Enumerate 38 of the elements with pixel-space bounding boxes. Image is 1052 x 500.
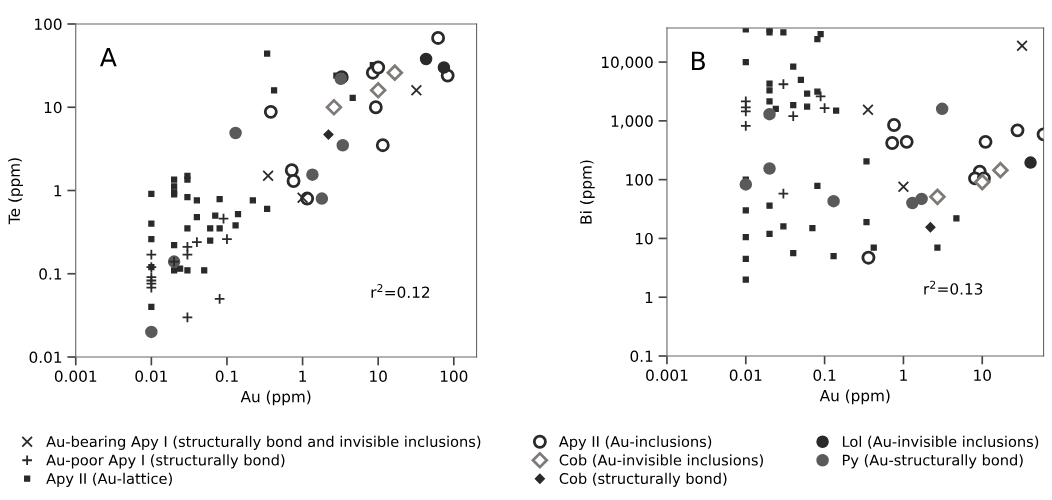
y-tick-label: 100 xyxy=(626,174,653,186)
x-tick-label: 10 xyxy=(974,369,991,382)
annotation: r$^{2}$=0.13 xyxy=(924,280,983,295)
legend-label: Lol (Au-invisible inclusions) xyxy=(842,435,1039,449)
legend-label: Cob (structurally bond) xyxy=(559,472,727,487)
y-tick-label: 0.1 xyxy=(39,268,62,280)
x-tick-label: 100 xyxy=(440,370,468,383)
x-axis-title: Au (ppm) xyxy=(819,389,890,405)
x-tick-label: 0.001 xyxy=(646,369,688,382)
y-tick-label: 100 xyxy=(35,18,62,31)
y-tick-label: 0.1 xyxy=(630,350,653,363)
annotation: A xyxy=(99,48,117,67)
x-tick-label: 0.01 xyxy=(729,369,762,382)
y-tick-label: 10 xyxy=(636,232,653,245)
legend-label: Au-bearing Apy I (structurally bond and invisible inclusions) xyxy=(46,435,481,450)
y-tick-label: 10,000 xyxy=(601,56,653,70)
y-axis-title: Bi (ppm) xyxy=(579,160,595,224)
x-axis-title: Au (ppm) xyxy=(240,390,311,406)
x-tick-label: 0.1 xyxy=(813,369,836,382)
y-tick-label: 0.01 xyxy=(29,351,62,364)
x-tick-label: 10 xyxy=(370,370,387,383)
x-tick-label: 0.1 xyxy=(215,370,238,383)
y-axis-title: Te (ppm) xyxy=(8,158,23,225)
legend-label: Cob (Au-invisible inclusions) xyxy=(559,454,763,468)
x-tick-label: 1 xyxy=(299,370,307,382)
legend-label: Apy II (Au-inclusions) xyxy=(558,435,712,450)
y-tick-label: 1 xyxy=(54,185,62,197)
x-tick-label: 1 xyxy=(900,369,907,381)
legend-label: Au-poor Apy I (structurally bond) xyxy=(46,454,285,469)
annotation: B xyxy=(692,51,705,70)
x-tick-label: 0.001 xyxy=(54,370,97,383)
y-tick-label: 1,000 xyxy=(611,115,653,129)
y-tick-label: 10 xyxy=(44,101,62,114)
y-tick-label: 1 xyxy=(645,291,653,304)
x-tick-label: 0.01 xyxy=(135,370,167,383)
annotation: r$^{2}$=0.12 xyxy=(371,284,430,299)
legend-label: Py (Au-structurally bond) xyxy=(842,454,1023,469)
legend-label: Apy II (Au-lattice) xyxy=(46,472,172,487)
